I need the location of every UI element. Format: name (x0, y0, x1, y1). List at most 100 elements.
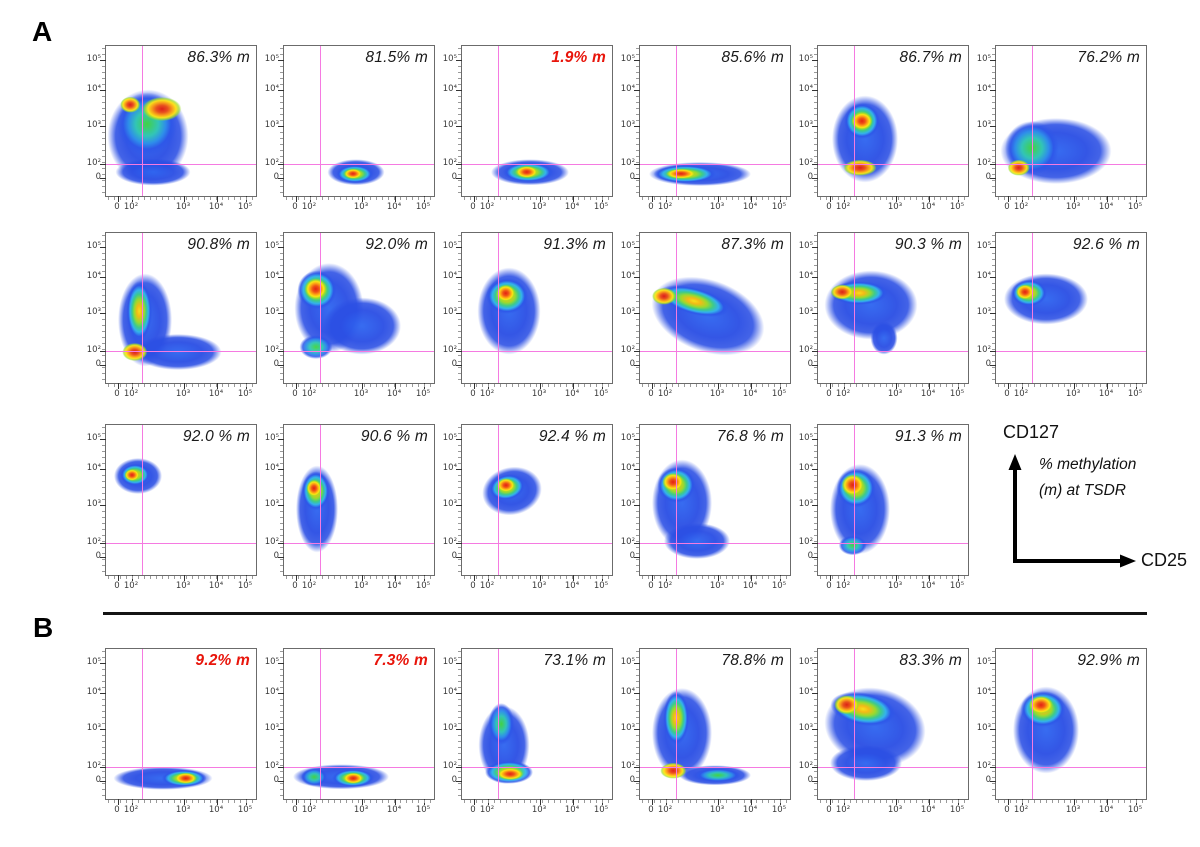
density-blob-green (488, 703, 514, 745)
x-tick-label: 10⁴ (386, 389, 402, 399)
methylation-label: 91.3% m (543, 236, 606, 253)
y-tick-mark (456, 469, 462, 470)
y-tick-label: 10⁵ (620, 657, 635, 667)
gate-vertical-line (854, 425, 856, 575)
gate-horizontal-line (462, 351, 612, 353)
y-tick-mark (634, 729, 640, 730)
x-tick-label: 10⁵ (415, 202, 431, 212)
density-blob-hot (1015, 284, 1034, 299)
methylation-label: 92.0% m (365, 236, 428, 253)
y-tick-label: 10⁵ (86, 54, 101, 64)
density-blob-warm (126, 281, 152, 341)
y-tick-mark (990, 164, 996, 165)
x-axis-tick-labels: 0 10² 10³ 10⁴ 10⁵ (461, 577, 613, 593)
methylation-label: 92.6 % m (1072, 236, 1140, 253)
plot-frame: 92.0 % m (100, 424, 257, 581)
y-tick-label: 10⁴ (264, 463, 279, 473)
y-tick-label: 10⁵ (86, 433, 101, 443)
y-axis-tick-labels: 10⁵ 10⁴ 10³ 10² 0 (81, 232, 103, 384)
y-axis-tick-labels: 10⁵ 10⁴ 10³ 10² 0 (793, 232, 815, 384)
x-tick-label: 10² (123, 202, 139, 212)
x-tick-label: 0 (648, 805, 654, 815)
x-axis-tick-labels: 0 10² 10³ 10⁴ 10⁵ (995, 801, 1147, 817)
gate-horizontal-line (640, 543, 790, 545)
density-blob-hot (843, 159, 877, 176)
density-populations (818, 46, 968, 196)
x-tick-label: 10⁴ (564, 581, 580, 591)
y-axis-tick-labels: 10⁵ 10⁴ 10³ 10² 0 (81, 424, 103, 576)
y-tick-label: 0 (807, 359, 813, 369)
density-populations (818, 233, 968, 383)
x-axis-tick-labels: 0 10² 10³ 10⁴ 10⁵ (639, 385, 791, 401)
y-tick-label: 10³ (798, 307, 813, 317)
y-tick-mark (634, 505, 640, 506)
flow-cytometry-plot: 10⁵ 10⁴ 10³ 10² 0 90.8% m 0 10² 10³ 10⁴ 10⁵ (87, 232, 257, 404)
flow-cytometry-plot: 10⁵ 10⁴ 10³ 10² 0 78.8% m 0 10² 10³ 10⁴ 10⁵ (621, 648, 791, 820)
y-tick-label: 10⁴ (976, 271, 991, 281)
y-tick-mark (456, 767, 462, 768)
y-tick-label: 10³ (976, 723, 991, 733)
methylation-label: 9.2% m (195, 652, 250, 669)
y-axis-tick-labels: 10⁵ 10⁴ 10³ 10² 0 (259, 45, 281, 197)
y-tick-mark (812, 247, 818, 248)
y-tick-label: 10⁵ (264, 433, 279, 443)
x-axis-tick-labels: 0 10² 10³ 10⁴ 10⁵ (105, 198, 257, 214)
density-blob-hot (497, 767, 523, 780)
methylation-label: 76.8 % m (716, 428, 784, 445)
plot-frame: 1.9% m (456, 45, 613, 202)
y-tick-mark (456, 60, 462, 61)
x-tick-label: 10⁵ (415, 389, 431, 399)
x-tick-label: 10⁵ (593, 202, 609, 212)
gate-horizontal-line (106, 351, 256, 353)
y-axis-tick-labels: 10⁵ 10⁴ 10³ 10² 0 (615, 232, 637, 384)
y-tick-mark (990, 277, 996, 278)
x-tick-label: 0 (292, 389, 298, 399)
y-tick-label: 10² (620, 761, 635, 771)
x-tick-label: 0 (292, 581, 298, 591)
y-tick-label: 10² (798, 345, 813, 355)
y-tick-mark (278, 164, 284, 165)
y-tick-label: 10⁵ (798, 657, 813, 667)
x-tick-label: 10⁴ (920, 805, 936, 815)
x-tick-label: 10² (301, 202, 317, 212)
x-tick-label: 10⁵ (415, 581, 431, 591)
density-populations (284, 233, 434, 383)
y-tick-mark (812, 178, 818, 179)
x-tick-label: 10² (835, 805, 851, 815)
y-tick-label: 10³ (264, 499, 279, 509)
flow-cytometry-plot: 10⁵ 10⁴ 10³ 10² 0 92.4 % m 0 10² 10³ 10⁴ 10⁵ (443, 424, 613, 596)
y-tick-mark (634, 557, 640, 558)
y-axis-tick-labels: 10⁵ 10⁴ 10³ 10² 0 (259, 648, 281, 800)
y-tick-label: 10⁴ (976, 687, 991, 697)
y-tick-label: 10⁵ (442, 657, 457, 667)
y-tick-label: 10⁵ (798, 54, 813, 64)
y-axis-tick-labels: 10⁵ 10⁴ 10³ 10² 0 (615, 45, 637, 197)
x-tick-label: 0 (114, 805, 120, 815)
annotation-note-line1: % methylation (1039, 456, 1137, 473)
y-tick-label: 10⁴ (86, 84, 101, 94)
x-tick-label: 0 (470, 581, 476, 591)
y-tick-mark (812, 781, 818, 782)
y-tick-mark (634, 178, 640, 179)
y-tick-mark (100, 505, 106, 506)
y-tick-label: 10² (620, 158, 635, 168)
y-tick-label: 10³ (976, 307, 991, 317)
density-blob-hot (304, 278, 327, 299)
y-tick-label: 10³ (264, 307, 279, 317)
flow-cytometry-plot: 10⁵ 10⁴ 10³ 10² 0 76.2% m 0 10² 10³ 10⁴ 10⁵ (977, 45, 1147, 217)
x-tick-label: 0 (114, 202, 120, 212)
y-tick-mark (990, 178, 996, 179)
y-tick-label: 0 (807, 551, 813, 561)
x-tick-label: 10⁴ (208, 581, 224, 591)
y-tick-label: 0 (451, 359, 457, 369)
y-tick-label: 0 (451, 551, 457, 561)
x-tick-label: 10³ (887, 805, 903, 815)
y-tick-label: 10³ (620, 307, 635, 317)
gate-horizontal-line (818, 164, 968, 166)
y-tick-label: 10⁴ (798, 463, 813, 473)
density-blob-hot (515, 166, 538, 178)
density-populations (996, 46, 1146, 196)
density-populations (640, 425, 790, 575)
y-axis-tick-labels: 10⁵ 10⁴ 10³ 10² 0 (437, 232, 459, 384)
